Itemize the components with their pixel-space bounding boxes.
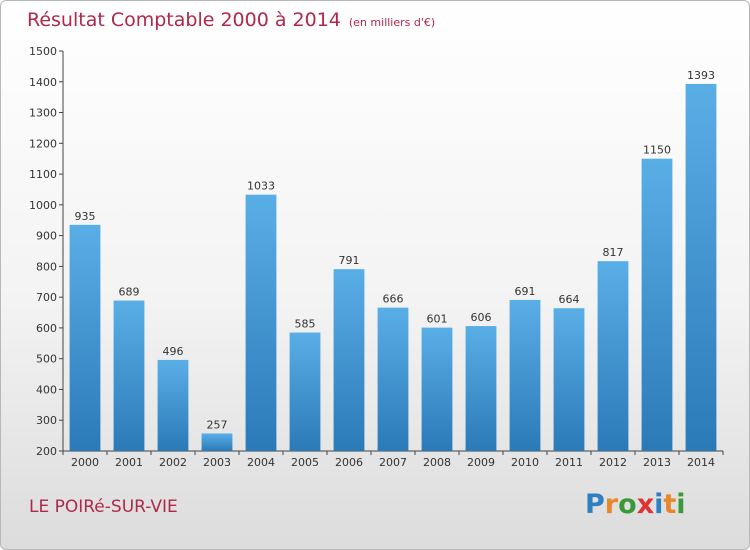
chart-title-text: Résultat Comptable 2000 à 2014 — [27, 9, 341, 31]
x-tick-label: 2004 — [247, 456, 275, 469]
y-tick-label: 1000 — [29, 199, 57, 212]
y-tick-label: 1200 — [29, 137, 57, 150]
x-tick-label: 2002 — [159, 456, 187, 469]
y-tick-label: 1400 — [29, 76, 57, 89]
bar-value-label: 585 — [295, 318, 316, 331]
bar-value-label: 606 — [471, 311, 492, 324]
bar — [289, 332, 321, 451]
y-tick-label: 700 — [36, 291, 57, 304]
bar-value-label: 1150 — [643, 144, 671, 157]
y-tick-label: 300 — [36, 414, 57, 427]
bar — [157, 359, 189, 451]
bar — [509, 299, 541, 451]
bar-value-label: 496 — [163, 345, 184, 358]
bar-value-label: 257 — [207, 418, 228, 431]
bar-value-label: 817 — [603, 246, 624, 259]
chart-title: Résultat Comptable 2000 à 2014 (en millie… — [27, 9, 435, 31]
bar — [377, 307, 409, 451]
bar-value-label: 691 — [515, 285, 536, 298]
chart-subtitle: (en milliers d'€) — [348, 16, 436, 29]
bar — [245, 194, 277, 451]
bar — [201, 433, 233, 451]
x-tick-label: 2008 — [423, 456, 451, 469]
logo-letter: i — [676, 489, 686, 520]
x-tick-label: 2009 — [467, 456, 495, 469]
x-tick-label: 2000 — [71, 456, 99, 469]
bar — [421, 327, 453, 451]
x-tick-label: 2010 — [511, 456, 539, 469]
y-tick-label: 1100 — [29, 168, 57, 181]
bar-value-label: 664 — [559, 293, 580, 306]
y-tick-label: 900 — [36, 230, 57, 243]
logo-letter: r — [604, 489, 619, 520]
x-tick-label: 2005 — [291, 456, 319, 469]
bar — [553, 308, 585, 451]
y-tick-label: 500 — [36, 353, 57, 366]
y-tick-label: 1500 — [29, 45, 57, 58]
x-tick-label: 2003 — [203, 456, 231, 469]
x-tick-label: 2011 — [555, 456, 583, 469]
x-tick-label: 2012 — [599, 456, 627, 469]
y-tick-label: 1300 — [29, 107, 57, 120]
bar — [69, 224, 101, 451]
logo-letter: i — [654, 489, 664, 520]
logo-letter: x — [636, 489, 655, 520]
proxiti-logo: Proxiti — [585, 489, 686, 520]
location-name: LE POIRé-SUR-VIE — [29, 497, 178, 517]
y-tick-label: 600 — [36, 322, 57, 335]
x-tick-label: 2013 — [643, 456, 671, 469]
x-tick-label: 2014 — [687, 456, 715, 469]
logo-letter: P — [585, 489, 605, 520]
bar-value-label: 935 — [75, 210, 96, 223]
x-tick-label: 2006 — [335, 456, 363, 469]
x-tick-label: 2001 — [115, 456, 143, 469]
bar — [465, 326, 497, 451]
bar — [597, 261, 629, 451]
logo-letter: o — [618, 489, 637, 520]
bar — [333, 269, 365, 451]
bar — [685, 83, 717, 451]
bar-value-label: 666 — [383, 293, 404, 306]
x-tick-label: 2007 — [379, 456, 407, 469]
bar — [113, 300, 145, 451]
y-tick-label: 400 — [36, 383, 57, 396]
bar — [641, 158, 673, 451]
bar-value-label: 791 — [339, 254, 360, 267]
bar-value-label: 689 — [119, 286, 140, 299]
bar-value-label: 1393 — [687, 69, 715, 82]
y-tick-label: 800 — [36, 260, 57, 273]
logo-letter: t — [663, 489, 677, 520]
bar-value-label: 601 — [427, 313, 448, 326]
y-tick-label: 200 — [36, 445, 57, 458]
bar-value-label: 1033 — [247, 180, 275, 193]
